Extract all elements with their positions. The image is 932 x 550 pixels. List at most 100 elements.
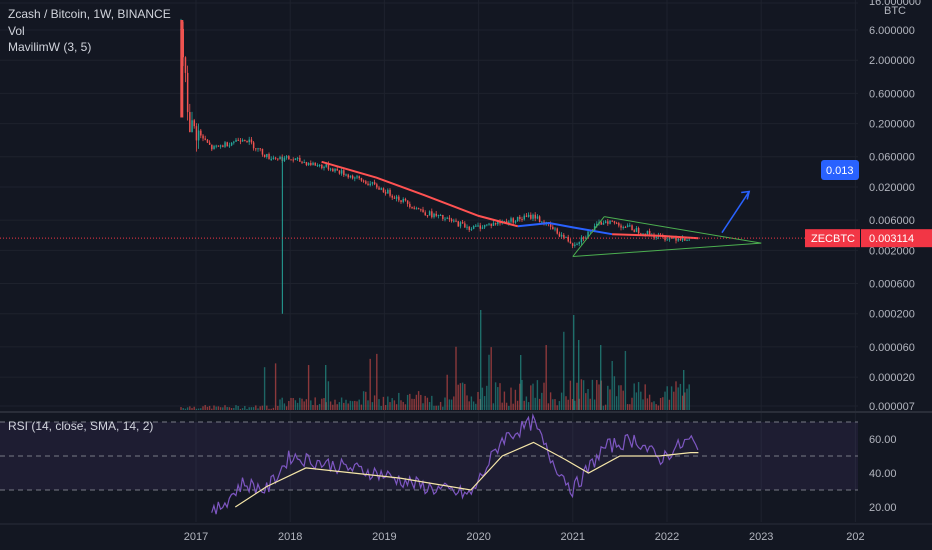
candle-body: [624, 227, 627, 229]
target-price-box: [821, 160, 859, 180]
current-price-box: [861, 229, 932, 248]
candle-body: [413, 207, 415, 209]
candle-body: [569, 241, 572, 244]
rsi-tick-label: 40.00: [869, 468, 897, 480]
candle-body: [246, 141, 248, 143]
candle-body: [486, 224, 488, 226]
volume-bar: [303, 401, 305, 410]
volume-bar: [351, 401, 354, 410]
candle-body: [607, 221, 609, 224]
volume-bar: [378, 399, 380, 410]
volume-bar: [648, 394, 651, 410]
candle-body: [312, 162, 314, 165]
volume-bar: [527, 402, 530, 410]
candle-body: [290, 159, 292, 161]
volume-bar: [211, 408, 213, 410]
rsi-line: [211, 413, 699, 515]
candle-body: [516, 216, 519, 222]
volume-bar: [426, 397, 429, 410]
volume-bar: [466, 395, 468, 410]
candle-body: [549, 223, 552, 227]
price-tick-label: 0.002000: [869, 245, 915, 257]
candle-body: [670, 237, 673, 239]
candle-body: [387, 189, 389, 194]
volume-bar: [395, 404, 398, 410]
volume-bar: [679, 383, 682, 410]
candle-body: [525, 215, 528, 217]
volume-bar: [525, 396, 528, 410]
volume-bar: [618, 385, 620, 410]
candle-body: [369, 183, 371, 186]
price-tick-label: 0.020000: [869, 182, 915, 194]
price-tick-label: 6.000000: [869, 25, 915, 37]
volume-bar: [354, 400, 356, 410]
candle-body: [296, 157, 299, 159]
volume-bar: [206, 406, 209, 410]
candle-body: [453, 220, 455, 222]
candle-body: [666, 239, 668, 241]
candle-body: [459, 222, 462, 227]
volume-bar: [307, 365, 310, 410]
volume-bar: [461, 382, 464, 410]
volume-bar: [270, 408, 272, 410]
volume-bar: [217, 406, 220, 410]
volume-bar: [607, 385, 609, 410]
volume-bar: [292, 398, 294, 410]
time-tick-label: 2023: [749, 531, 773, 543]
volume-bar: [552, 399, 554, 410]
time-tick-label: 2019: [372, 531, 396, 543]
candle-body: [431, 211, 433, 218]
volume-bar: [356, 401, 358, 410]
volume-bar: [589, 398, 591, 410]
candle-body: [481, 227, 484, 229]
volume-bar: [554, 399, 556, 410]
volume-bar: [246, 408, 248, 410]
price-tick-label: 16.000000: [869, 0, 921, 8]
candle-body: [378, 187, 380, 190]
candle-body: [345, 174, 347, 176]
price-tick-label: 2.000000: [869, 55, 915, 67]
candle-body: [602, 223, 605, 225]
candle-body: [358, 176, 360, 179]
volume-bar: [640, 391, 642, 410]
volume-bar: [514, 389, 517, 410]
candle-body: [615, 222, 618, 224]
candle-body: [437, 215, 440, 217]
rsi-tick-label: 20.00: [869, 502, 897, 514]
volume-bar: [626, 404, 629, 410]
volume-bar: [208, 405, 211, 410]
volume-bar: [263, 367, 266, 410]
volume-bar: [261, 405, 264, 410]
volume-bar: [651, 402, 653, 410]
volume-bar: [444, 397, 446, 410]
volume-bar: [417, 391, 420, 410]
price-tick-label: 0.000020: [869, 372, 915, 384]
candle-body: [523, 215, 525, 220]
volume-bar: [373, 395, 376, 410]
candle-body: [307, 163, 310, 166]
candle-body: [596, 223, 598, 226]
candle-body: [367, 183, 369, 186]
candle-body: [534, 214, 536, 219]
candle-body: [514, 221, 517, 223]
candle-body: [464, 223, 466, 228]
candle-body: [277, 158, 279, 160]
candle-body: [340, 170, 343, 174]
candle-body: [563, 234, 565, 238]
volume-bar: [281, 397, 283, 410]
candle-body: [631, 225, 633, 231]
volume-bar: [587, 388, 589, 410]
volume-bar: [184, 408, 187, 410]
volume-bar: [391, 398, 393, 410]
volume-bar: [252, 407, 255, 410]
volume-bar: [387, 396, 389, 410]
volume-bar: [582, 380, 585, 410]
volume-bar: [431, 395, 433, 410]
volume-bar: [334, 399, 336, 410]
candle-body: [461, 222, 464, 224]
volume-bar: [547, 403, 550, 410]
candle-body: [404, 198, 407, 201]
current-price-label: ZECBTC 0.003114: [805, 229, 932, 248]
candle-body: [294, 158, 297, 161]
